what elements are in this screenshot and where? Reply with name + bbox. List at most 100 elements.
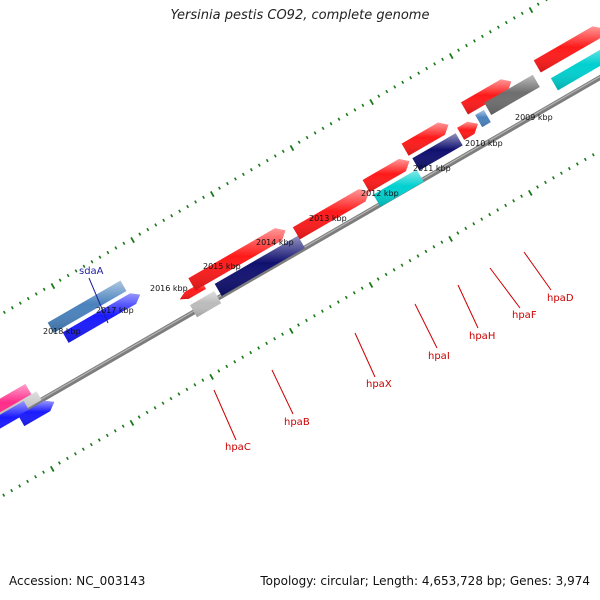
minor-scale-tick [194, 200, 198, 204]
gene-red-4 [457, 121, 478, 140]
scale-label: 2015 kbp [203, 262, 241, 271]
gene-hpaC-sheen [189, 291, 222, 318]
minor-scale-tick [393, 85, 397, 89]
major-scale-tick [449, 53, 454, 60]
minor-scale-tick [583, 157, 587, 162]
minor-scale-tick [97, 438, 101, 442]
major-scale-tick [49, 465, 55, 472]
minor-scale-tick [153, 406, 157, 410]
minor-scale-tick [281, 332, 284, 336]
minor-scale-tick [113, 429, 117, 433]
minor-scale-tick [241, 355, 245, 359]
minor-scale-tick [488, 212, 492, 217]
minor-scale-tick [225, 364, 229, 369]
minor-scale-tick [218, 186, 221, 190]
minor-scale-tick [312, 314, 316, 318]
gene-hpaD-sheen [550, 49, 600, 91]
minor-scale-tick [417, 71, 421, 75]
minor-scale-tick [265, 341, 269, 346]
minor-scale-tick [473, 39, 476, 43]
major-scale-tick [130, 237, 135, 244]
gene-label: hpaI [428, 351, 450, 362]
minor-scale-tick [66, 273, 70, 278]
label-leader-lines [88, 251, 552, 441]
minor-scale-tick [329, 122, 333, 126]
major-scale-tick [528, 7, 534, 14]
major-scale-tick [50, 283, 56, 290]
scale-label: 2017 kbp [96, 306, 134, 315]
minor-scale-tick [273, 337, 277, 341]
minor-scale-tick [58, 461, 61, 465]
gene-left-blue-2-sheen [18, 400, 55, 427]
scale-label: 2011 kbp [413, 164, 451, 173]
gene-hpaX [292, 189, 370, 240]
major-scale-tick [209, 373, 214, 380]
minor-scale-tick [591, 153, 595, 157]
minor-scale-tick [297, 323, 300, 327]
minor-scale-tick [82, 264, 86, 269]
minor-scale-tick [145, 410, 149, 415]
gene-label: hpaX [366, 379, 392, 390]
minor-scale-tick [273, 154, 277, 158]
gene-label: hpaH [469, 331, 495, 342]
gene-hpaI-sheen [373, 169, 424, 207]
minor-scale-tick [18, 484, 22, 488]
minor-scale-tick [2, 493, 6, 497]
minor-scale-tick [42, 287, 46, 292]
gene-hpaB [214, 235, 305, 296]
minor-scale-tick [121, 424, 125, 428]
minor-scale-tick [512, 199, 516, 203]
minor-scale-tick [336, 300, 340, 304]
minor-scale-tick [146, 227, 150, 232]
minor-scale-tick [65, 456, 69, 461]
gene-hpaE-sheen [484, 74, 540, 115]
major-scale-tick [369, 99, 374, 106]
minor-scale-tick [424, 249, 428, 254]
minor-scale-tick [34, 475, 38, 479]
minor-scale-tick [520, 194, 524, 198]
minor-scale-tick [26, 296, 30, 301]
scale-label: 2010 kbp [465, 139, 503, 148]
minor-scale-tick [408, 258, 412, 263]
gene-left-blue-1-sheen [0, 401, 30, 429]
leader-line [88, 277, 109, 324]
minor-scale-tick [265, 158, 269, 163]
gene-label: hpaD [547, 293, 574, 304]
minor-scale-tick [520, 11, 524, 16]
minor-scale-tick [217, 369, 221, 373]
minor-scale-tick [89, 442, 93, 447]
leader-line [414, 303, 438, 349]
gene-label: sdaA [79, 266, 104, 277]
leader-line [354, 332, 376, 378]
gene-sdaA [47, 280, 127, 333]
map-title: Yersinia pestis CO92, complete genome [170, 8, 430, 23]
minor-scale-tick [552, 176, 555, 180]
minor-scale-tick [114, 246, 118, 250]
gene-hpaD-upper [533, 26, 600, 73]
gene-left-pink-sheen [0, 383, 32, 413]
minor-scale-tick [392, 268, 396, 272]
gene-hpaD-upper-sheen [533, 26, 600, 73]
minor-scale-tick [202, 195, 205, 200]
minor-scale-tick [81, 447, 85, 451]
minor-scale-tick [90, 260, 94, 264]
minor-scale-tick [464, 226, 468, 231]
minor-scale-tick [2, 310, 6, 315]
minor-scale-tick [105, 433, 109, 438]
minor-scale-tick [480, 217, 484, 221]
minor-scale-tick [122, 241, 126, 246]
minor-scale-tick [544, 180, 547, 185]
minor-scale-tick [18, 301, 22, 305]
genome-summary-text: Topology: circular; Length: 4,653,728 bp… [260, 574, 590, 588]
gene-left-blue-1 [0, 401, 30, 429]
gene-label: hpaF [512, 310, 537, 321]
gene-red-2-sheen [362, 159, 410, 193]
gene-features [0, 26, 600, 429]
major-scale-tick [289, 145, 295, 152]
inner-scale-ticks [2, 149, 600, 497]
minor-scale-tick [161, 401, 165, 405]
minor-scale-tick [249, 168, 253, 172]
minor-scale-tick [416, 254, 420, 258]
